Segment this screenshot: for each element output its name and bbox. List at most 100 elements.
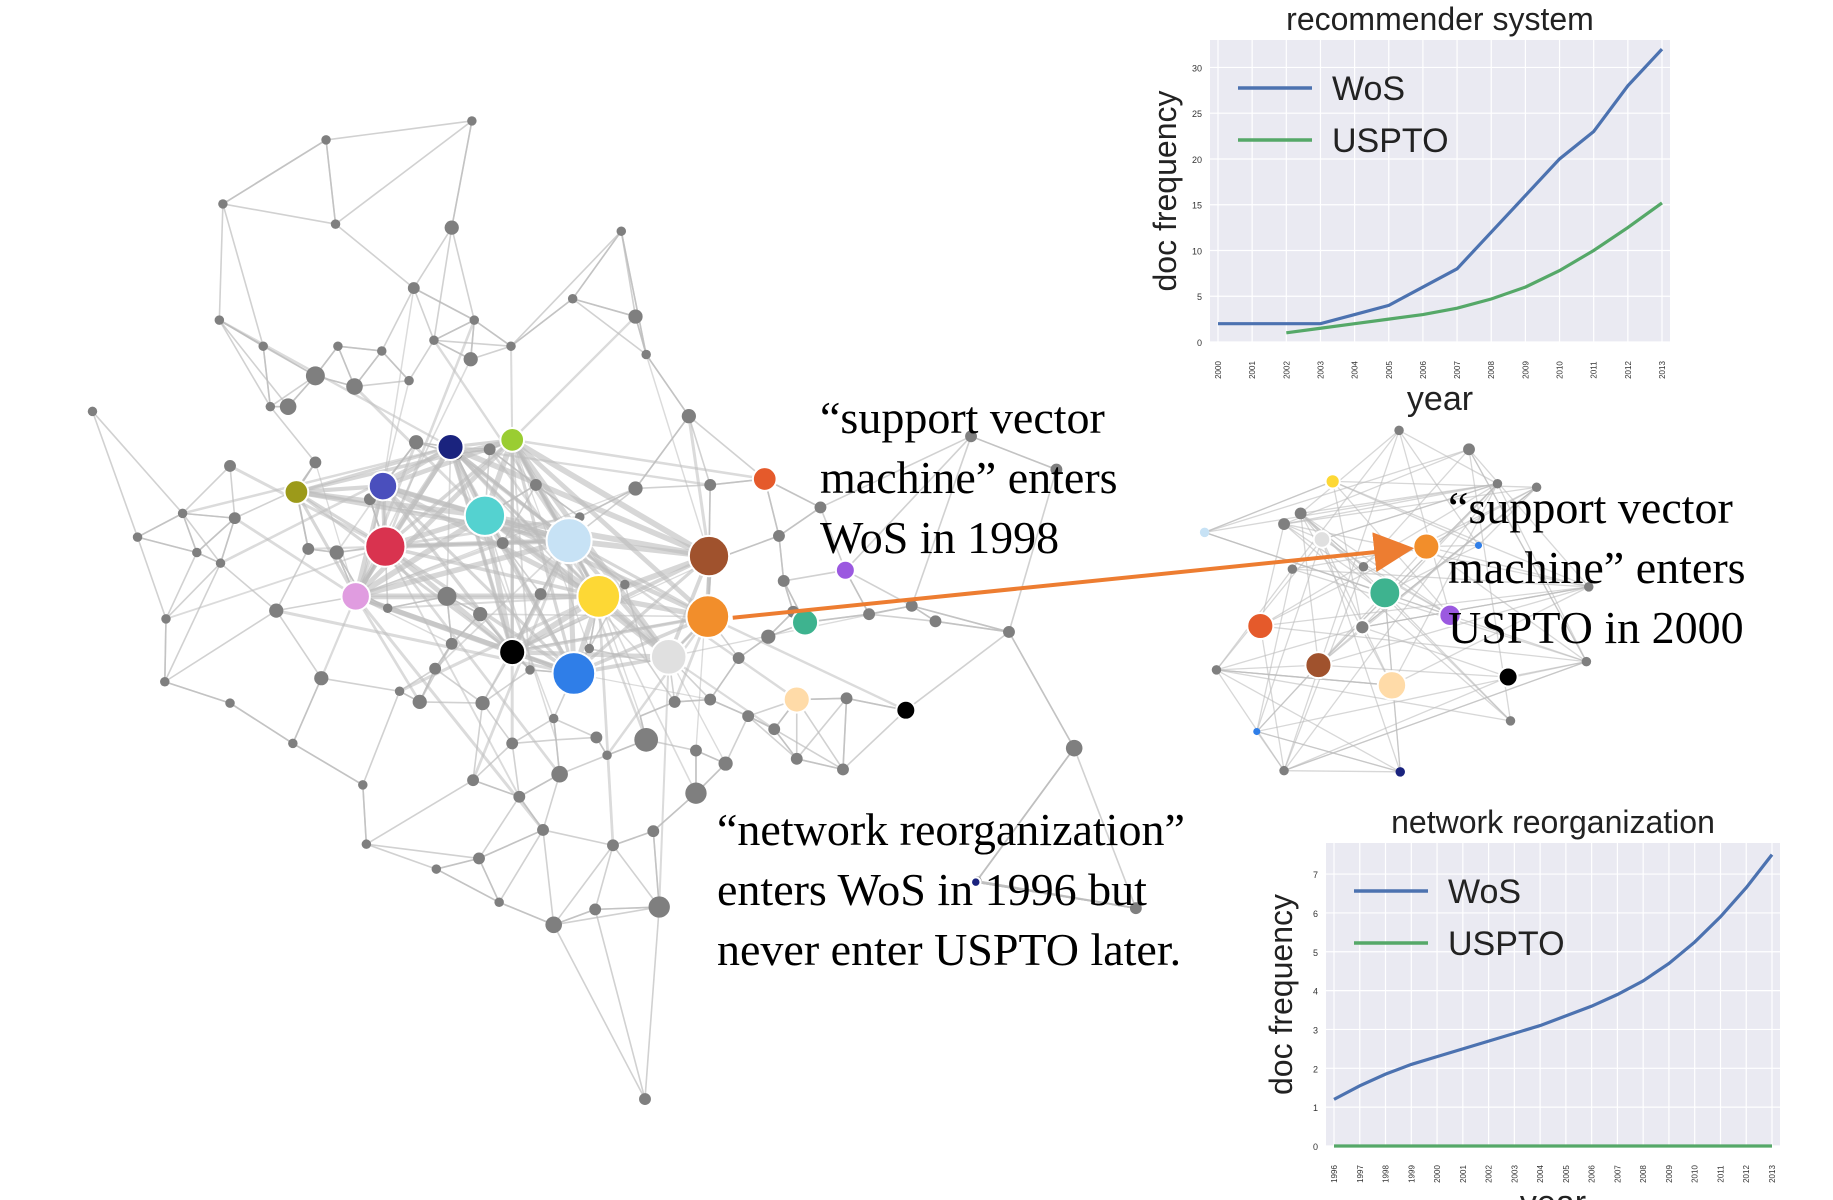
x-tick-label: 2003	[1316, 361, 1325, 379]
network-node	[346, 378, 363, 395]
network-edge	[449, 446, 555, 719]
network-edge	[220, 562, 277, 612]
network-edge	[652, 831, 661, 908]
network-node	[506, 341, 516, 351]
network-edge	[482, 515, 515, 653]
x-tick-label: 2010	[1691, 1165, 1700, 1183]
network-edge	[354, 513, 487, 599]
network-edge	[819, 507, 847, 571]
network-edge	[911, 436, 972, 607]
network-edge	[911, 605, 1010, 633]
network-node	[473, 852, 485, 865]
x-tick-label: 2008	[1487, 361, 1496, 379]
network-edge	[229, 464, 387, 548]
network-node	[1129, 902, 1142, 915]
network-edge	[594, 845, 614, 910]
network-node	[506, 737, 519, 750]
network-edge	[478, 829, 544, 860]
x-tick-label: 2007	[1613, 1165, 1622, 1183]
network-edge	[796, 758, 844, 771]
uspto-network-node	[1497, 666, 1519, 688]
network-edge	[353, 445, 453, 598]
network-node	[647, 825, 660, 838]
network-edge	[91, 411, 139, 538]
network-edge	[773, 728, 844, 771]
network-edge	[433, 319, 475, 341]
y-tick-label: 5	[1313, 948, 1318, 958]
network-edge	[337, 345, 382, 352]
x-tick-label: 2013	[1768, 1165, 1777, 1183]
uspto-network-node	[1278, 518, 1290, 530]
network-edge	[478, 796, 520, 859]
uspto-network-node	[1354, 619, 1371, 636]
x-tick-label: 2006	[1588, 1165, 1597, 1183]
uspto-network-node	[1492, 478, 1503, 489]
network-edge	[137, 536, 198, 554]
network-edge	[413, 287, 475, 321]
x-tick-label: 2012	[1624, 361, 1633, 379]
network-edge	[472, 779, 520, 798]
network-edge	[1398, 430, 1451, 616]
network-node	[545, 916, 562, 934]
network-node-colored	[551, 651, 597, 696]
x-tick-label: 2009	[1521, 361, 1530, 379]
network-edge	[510, 230, 622, 347]
network-node-colored	[340, 581, 371, 612]
series-line-uspto	[1286, 201, 1663, 335]
x-tick-label: 2002	[1485, 1165, 1494, 1183]
network-edge	[292, 677, 323, 744]
network-edge	[1318, 664, 1509, 678]
network-node	[412, 694, 427, 710]
network-node	[314, 671, 329, 686]
network-edge	[724, 715, 749, 764]
network-edge	[510, 298, 574, 347]
network-node	[790, 752, 803, 765]
x-tick-label: 2009	[1665, 1165, 1674, 1183]
network-edge	[1259, 523, 1285, 627]
network-edge	[362, 690, 401, 786]
y-tick-label: 25	[1192, 109, 1202, 119]
x-tick-label: 1996	[1330, 1165, 1339, 1183]
network-edge	[1204, 448, 1470, 533]
network-node	[429, 662, 442, 675]
network-edge	[482, 669, 531, 704]
network-edge	[233, 516, 357, 598]
network-edge	[510, 437, 711, 559]
y-tick-label: 6	[1313, 909, 1318, 919]
network-edge	[481, 702, 513, 744]
y-tick-label: 4	[1313, 987, 1318, 997]
network-edge	[325, 120, 472, 141]
network-node	[467, 774, 479, 787]
network-node	[905, 599, 918, 612]
network-node	[463, 352, 478, 367]
network-node	[214, 315, 225, 325]
network-edge	[321, 677, 400, 693]
network-edge	[164, 680, 231, 704]
network-edge	[1283, 486, 1537, 525]
network-edge	[747, 715, 798, 760]
network-edge	[196, 517, 236, 554]
network-node	[305, 366, 325, 386]
network-node	[467, 116, 477, 126]
network-node	[616, 226, 627, 236]
series-line-wos	[1333, 853, 1774, 1101]
network-edge	[796, 697, 848, 760]
x-tick-label: 1998	[1382, 1165, 1391, 1183]
y-tick-label: 0	[1313, 1142, 1318, 1152]
network-edge	[413, 227, 453, 289]
network-edge	[975, 747, 1075, 883]
network-edge	[773, 728, 798, 760]
network-node-colored	[685, 594, 731, 639]
network-edge	[970, 435, 1057, 471]
network-edge	[275, 610, 322, 679]
x-axis-label: year	[1520, 1184, 1586, 1200]
network-edge	[573, 614, 709, 676]
network-node-colored	[895, 699, 917, 721]
network-edge	[218, 319, 272, 408]
network-edge	[1256, 539, 1323, 732]
svm-arrow-line	[732, 532, 1415, 620]
network-node	[1003, 626, 1015, 638]
network-edge	[511, 717, 555, 745]
network-node	[1050, 463, 1063, 476]
